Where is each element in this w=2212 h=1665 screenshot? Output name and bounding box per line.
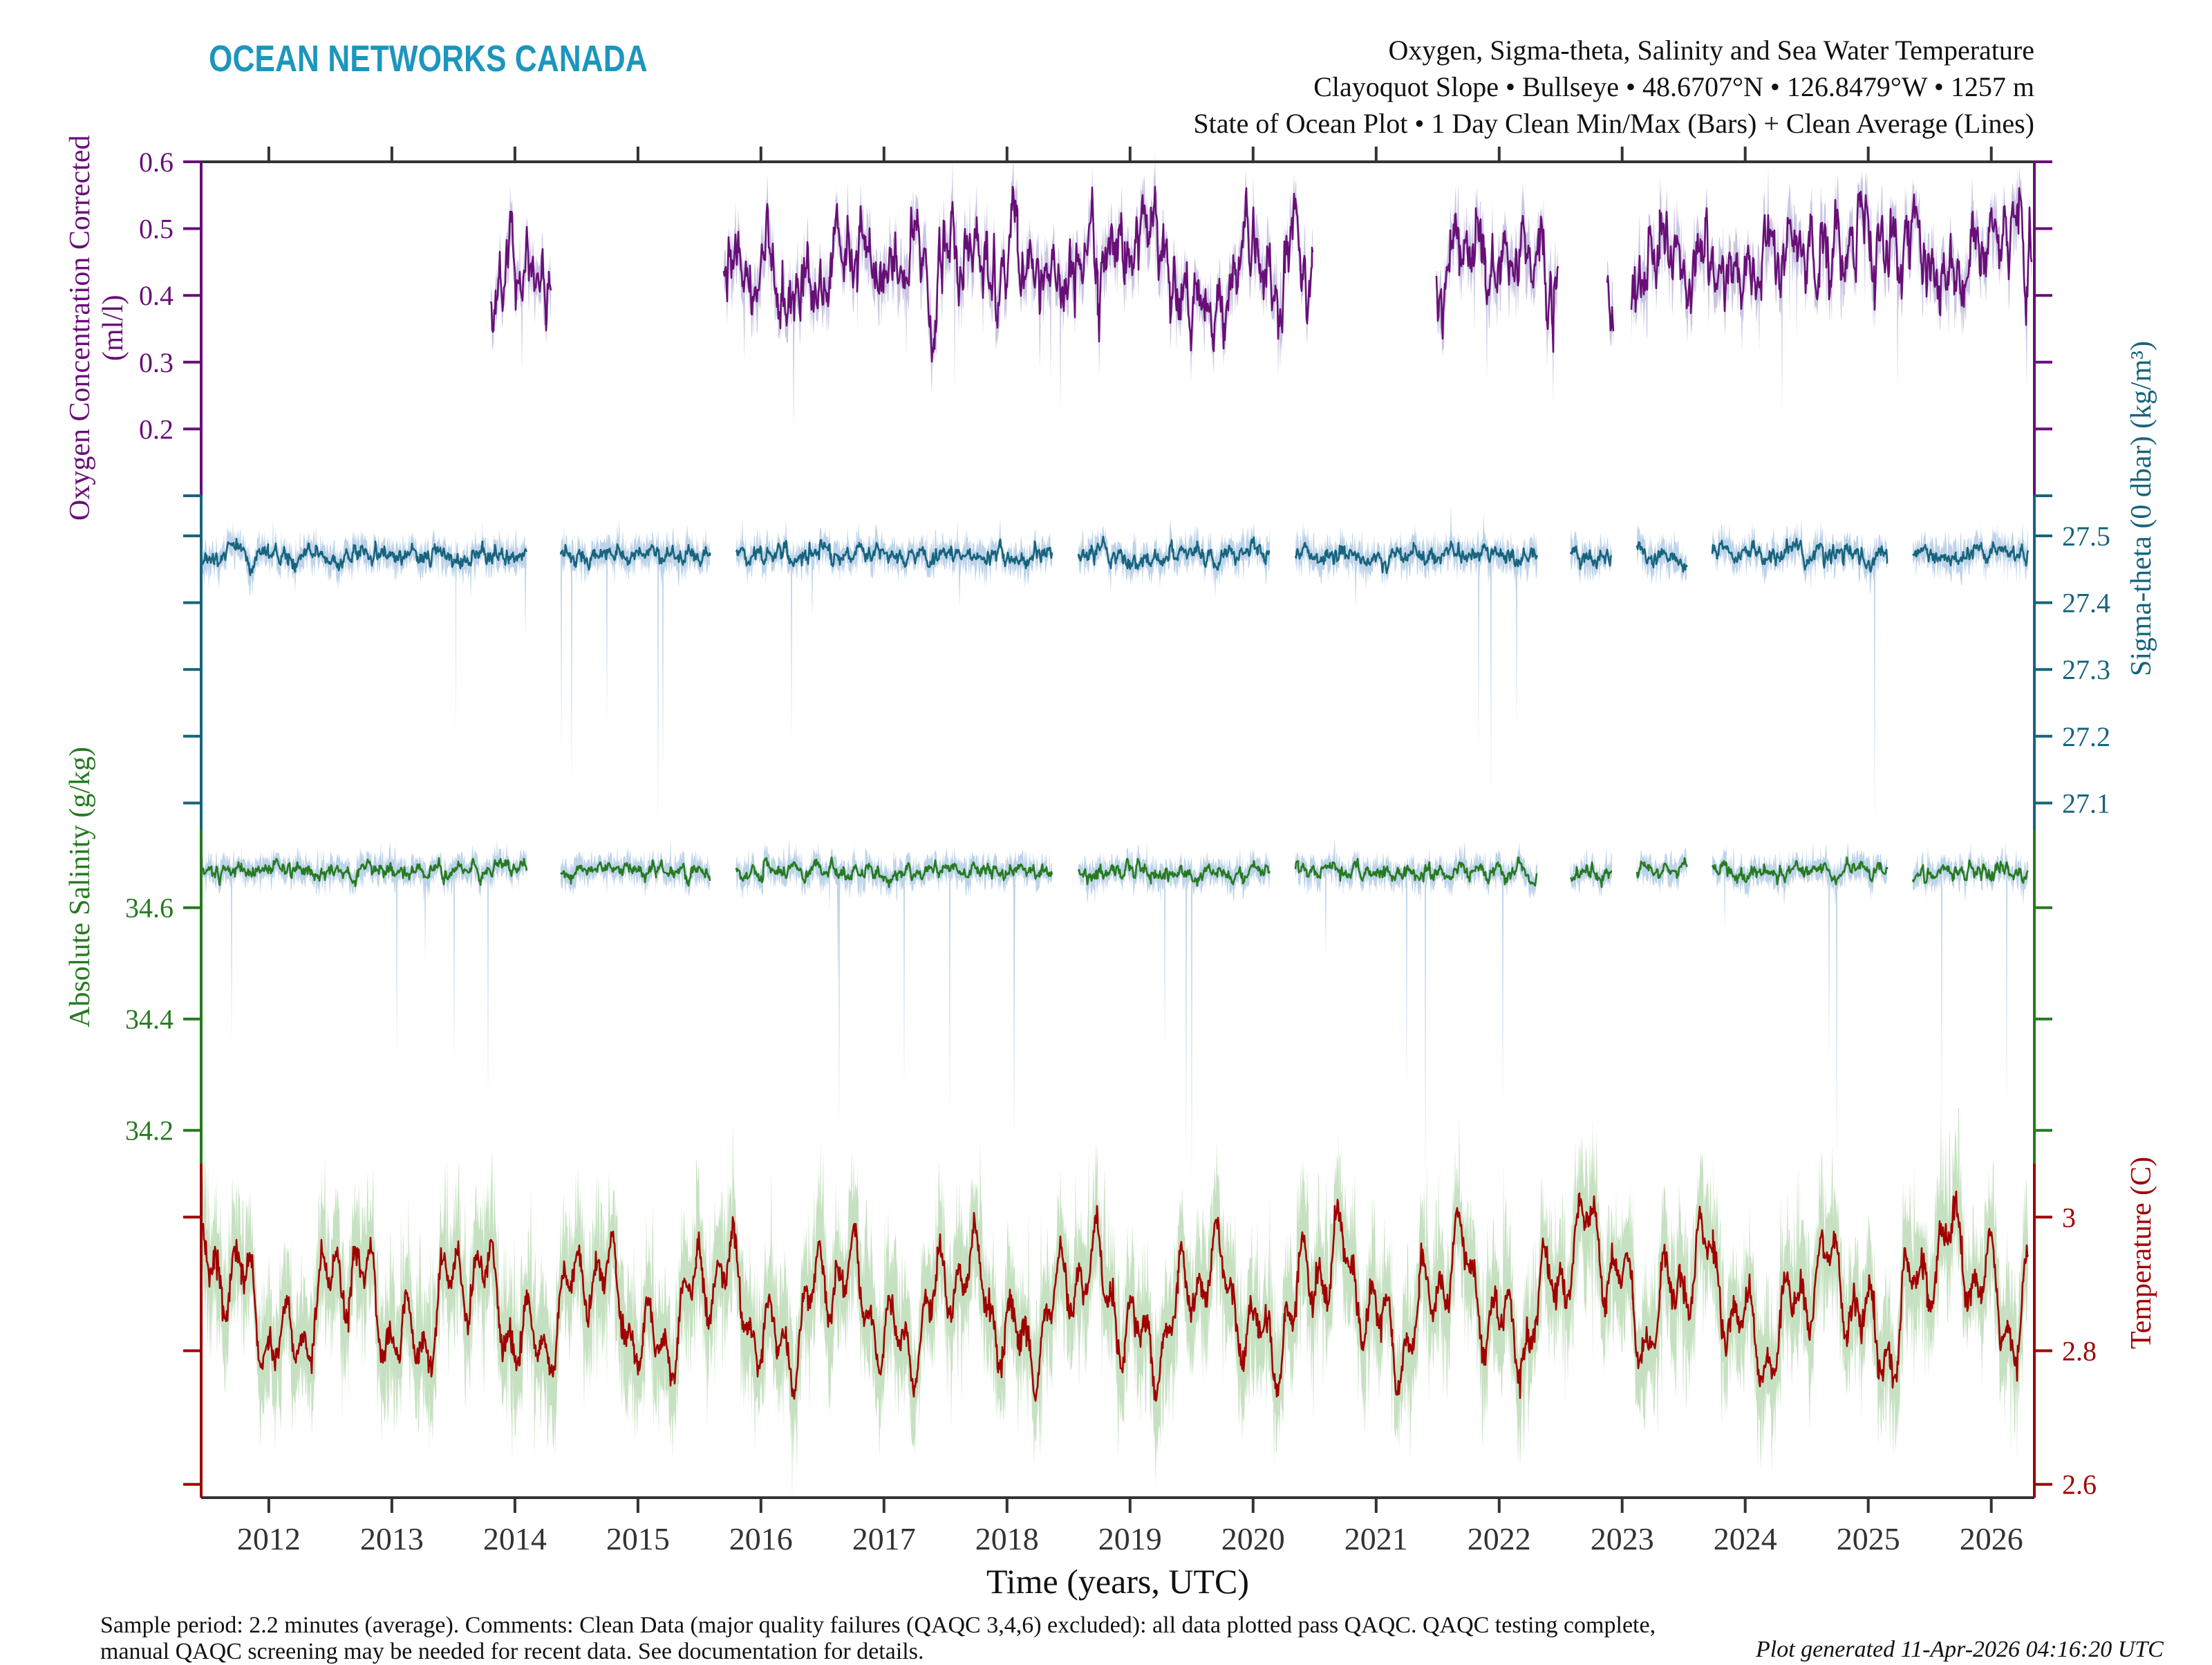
svg-text:2017: 2017 (852, 1521, 916, 1556)
svg-text:34.4: 34.4 (125, 1004, 174, 1035)
svg-text:27.4: 27.4 (2062, 588, 2110, 619)
svg-text:2016: 2016 (729, 1521, 793, 1556)
svg-text:2021: 2021 (1344, 1521, 1408, 1556)
svg-text:2020: 2020 (1221, 1521, 1285, 1556)
svg-text:27.3: 27.3 (2062, 654, 2110, 685)
svg-text:34.6: 34.6 (125, 893, 174, 924)
svg-text:0.2: 0.2 (139, 413, 174, 445)
svg-text:27.1: 27.1 (2062, 788, 2110, 819)
svg-text:2025: 2025 (1837, 1521, 1900, 1556)
svg-text:27.5: 27.5 (2062, 521, 2110, 552)
svg-text:2018: 2018 (975, 1521, 1039, 1556)
svg-text:0.3: 0.3 (139, 347, 174, 378)
svg-text:2022: 2022 (1468, 1521, 1531, 1556)
svg-text:2014: 2014 (483, 1521, 547, 1556)
svg-text:34.2: 34.2 (125, 1115, 174, 1146)
svg-text:27.2: 27.2 (2062, 721, 2110, 752)
svg-text:0.4: 0.4 (139, 280, 174, 311)
svg-text:3: 3 (2062, 1202, 2076, 1233)
svg-text:2024: 2024 (1714, 1521, 1777, 1556)
svg-text:0.5: 0.5 (139, 214, 174, 245)
svg-text:0.6: 0.6 (139, 147, 174, 178)
svg-text:2023: 2023 (1591, 1521, 1654, 1556)
svg-text:2.6: 2.6 (2062, 1469, 2097, 1500)
svg-text:2.8: 2.8 (2062, 1336, 2097, 1367)
svg-text:2012: 2012 (237, 1521, 301, 1556)
svg-text:2026: 2026 (1960, 1521, 2023, 1556)
svg-text:2019: 2019 (1098, 1521, 1162, 1556)
svg-text:2013: 2013 (360, 1521, 424, 1556)
svg-text:2015: 2015 (606, 1521, 670, 1556)
